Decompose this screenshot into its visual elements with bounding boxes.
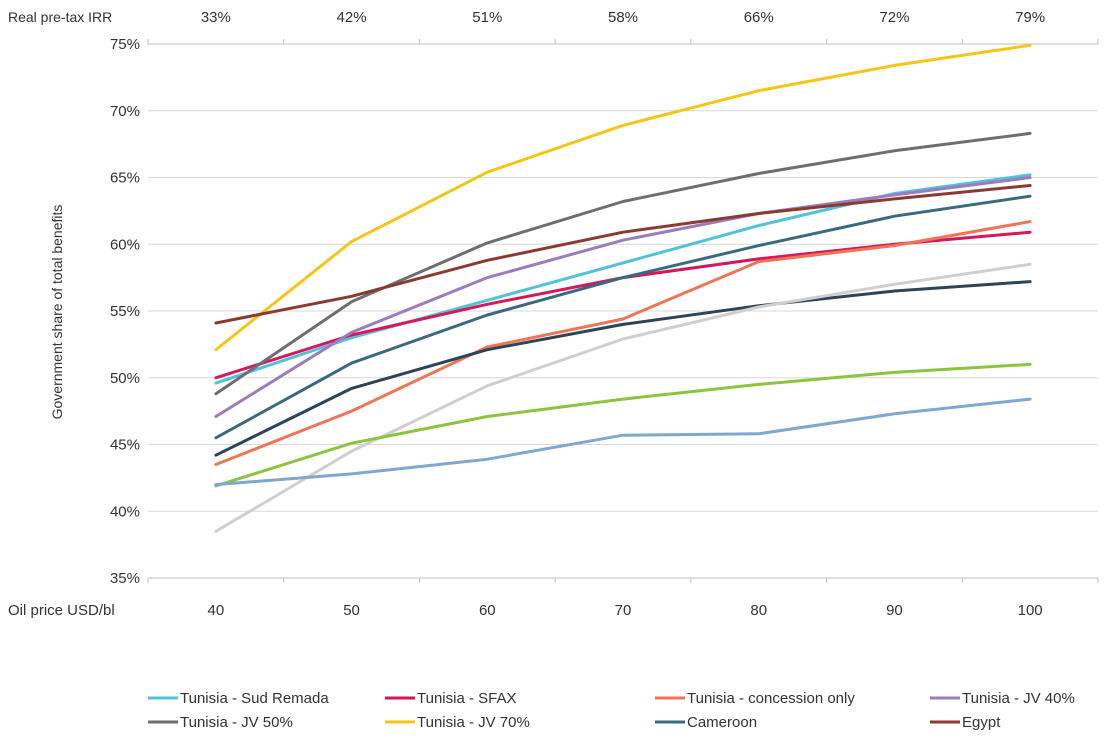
- legend-label: Egypt: [962, 714, 1001, 731]
- x-tick-label: 90: [886, 602, 903, 619]
- series-line-tunisia-jv-40: [214, 176, 1032, 418]
- x-tick-label: 100: [1018, 602, 1043, 619]
- series-line-egypt: [214, 184, 1032, 325]
- top-tick-label: 72%: [879, 9, 909, 26]
- legend-label: Tunisia - SFAX: [417, 690, 516, 707]
- y-tick-label: 75%: [110, 36, 140, 53]
- top-tick-label: 79%: [1015, 9, 1045, 26]
- y-tick-label: 35%: [110, 570, 140, 587]
- top-tick-label: 51%: [472, 9, 502, 26]
- series-line-unlabeled-11: [214, 397, 1032, 487]
- series-line-tunisia-concession-only: [214, 220, 1032, 466]
- y-tick-label: 55%: [110, 303, 140, 320]
- series-line-unlabeled-10: [214, 362, 1032, 488]
- top-tick-label: 58%: [608, 9, 638, 26]
- legend-label: Tunisia - concession only: [687, 690, 855, 707]
- y-tick-label: 40%: [110, 503, 140, 520]
- series-line-cameroon: [214, 194, 1032, 440]
- legend-label: Tunisia - JV 70%: [417, 714, 530, 731]
- top-axis-label: Real pre-tax IRR: [8, 9, 112, 25]
- legend-label: Tunisia - JV 40%: [962, 690, 1075, 707]
- x-tick-label: 70: [615, 602, 632, 619]
- series-line-unlabeled-9: [214, 262, 1032, 533]
- y-tick-label: 60%: [110, 236, 140, 253]
- y-tick-label: 50%: [110, 370, 140, 387]
- x-tick-label: 40: [208, 602, 225, 619]
- series-line-tunisia-jv-50: [214, 131, 1032, 396]
- series-line-tunisia-jv-70: [214, 43, 1032, 352]
- y-axis-label: Government share of total benefits: [49, 205, 65, 420]
- y-tick-label: 65%: [110, 170, 140, 187]
- series-lines: [214, 43, 1032, 533]
- legend-label: Cameroon: [687, 714, 757, 731]
- legend: Tunisia - Sud Remada Tunisia - SFAX Tunisi…: [148, 690, 1075, 731]
- y-tick-label: 45%: [110, 437, 140, 454]
- legend-label: Tunisia - JV 50%: [180, 714, 293, 731]
- x-tick-label: 80: [750, 602, 767, 619]
- series-line-unlabeled-8: [214, 280, 1032, 457]
- legend-label: Tunisia - Sud Remada: [180, 690, 329, 707]
- x-tick-label: 60: [479, 602, 496, 619]
- top-tick-label: 33%: [201, 9, 231, 26]
- y-tick-label: 70%: [110, 103, 140, 120]
- top-tick-label: 42%: [337, 9, 367, 26]
- x-axis-label: Oil price USD/bl: [8, 602, 115, 619]
- x-tick-label: 50: [343, 602, 360, 619]
- axes: Real pre-tax IRR Oil price USD/bl Govern…: [8, 9, 1099, 619]
- top-tick-label: 66%: [744, 9, 774, 26]
